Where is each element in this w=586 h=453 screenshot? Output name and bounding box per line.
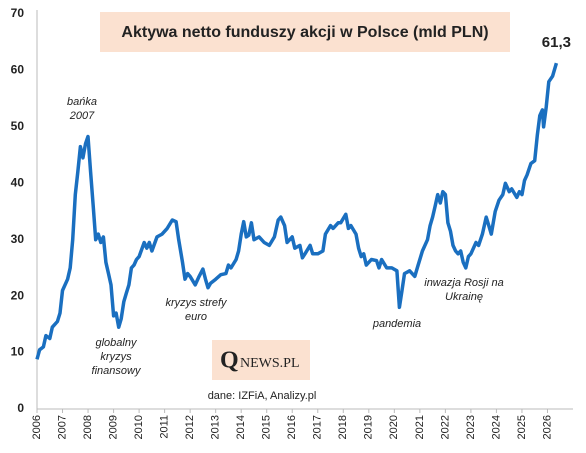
y-tick-label: 50 [11, 119, 25, 133]
x-tick-label: 2018 [337, 415, 349, 439]
chart-title: Aktywa netto funduszy akcji w Polsce (ml… [121, 24, 488, 41]
logo-box [212, 340, 310, 380]
x-tick-label: 2024 [490, 415, 502, 439]
x-tick-label: 2015 [261, 415, 273, 439]
x-tick-label: 2011 [159, 415, 171, 439]
x-tick-label: 2016 [286, 415, 298, 439]
x-tick-label: 2025 [516, 415, 528, 439]
annotation: pandemia [372, 318, 421, 330]
x-tick-label: 2021 [414, 415, 426, 439]
y-tick-label: 0 [17, 401, 24, 415]
y-tick-label: 10 [11, 345, 25, 359]
annotation: 2007 [69, 110, 95, 122]
x-tick-label: 2020 [388, 415, 400, 439]
x-tick-label: 2009 [107, 415, 119, 439]
y-tick-label: 70 [11, 6, 25, 20]
y-tick-label: 20 [11, 288, 25, 302]
logo-initial: Q [220, 348, 239, 374]
annotation: Ukrainę [445, 291, 483, 303]
source: dane: IZFiA, Analizy.pl [208, 390, 317, 402]
x-tick-label: 2022 [439, 415, 451, 439]
y-tick-label: 60 [11, 63, 25, 77]
annotation: bańka [67, 96, 97, 108]
y-tick-label: 40 [11, 175, 25, 189]
annotation: finansowy [92, 365, 142, 377]
x-tick-label: 2012 [184, 415, 196, 439]
annotation: euro [185, 311, 207, 323]
x-tick-label: 2007 [56, 415, 68, 439]
x-tick-label: 2014 [235, 415, 247, 439]
line-series [35, 62, 559, 360]
annotation: kryzys [100, 351, 132, 363]
value-label: 61,3 [542, 34, 571, 51]
x-tick-label: 2008 [82, 415, 94, 439]
annotation: kryzys strefy [165, 297, 228, 309]
x-tick-label: 2023 [465, 415, 477, 439]
y-tick-label: 30 [11, 232, 25, 246]
x-tick-label: 2017 [312, 415, 324, 439]
x-tick-label: 2013 [210, 415, 222, 439]
annotation: inwazja Rosji na [424, 277, 503, 289]
annotation: globalny [96, 337, 138, 349]
title-box [100, 12, 510, 52]
x-tick-label: 2026 [541, 415, 553, 439]
x-tick-label: 2006 [31, 415, 43, 439]
x-tick-label: 2019 [363, 415, 375, 439]
x-tick-label: 2010 [133, 415, 145, 439]
logo-text: NEWS.PL [240, 356, 300, 371]
